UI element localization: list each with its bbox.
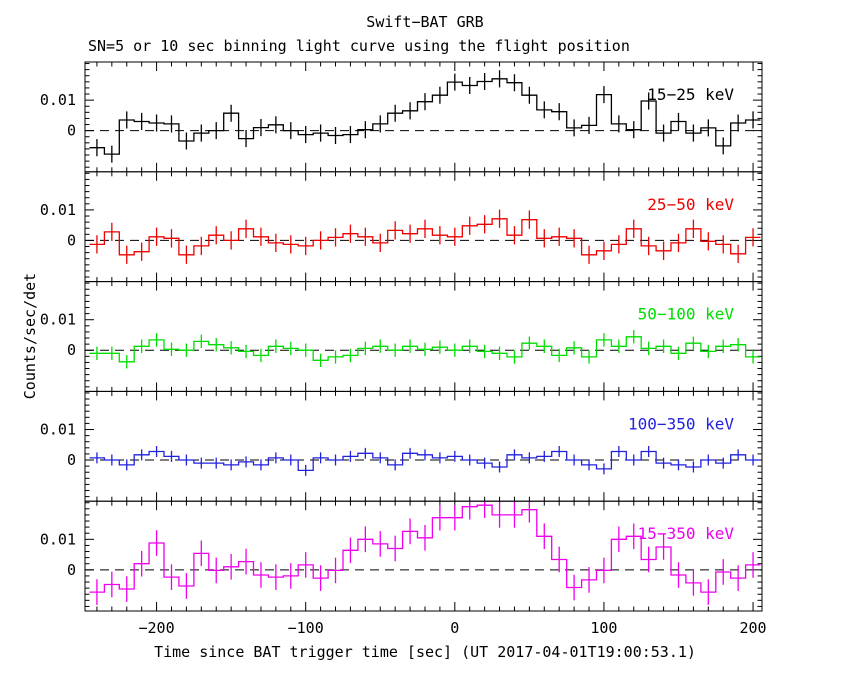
panel-frame — [84, 281, 763, 392]
band-label-4: 100−350 keV — [628, 414, 734, 433]
band-label-1: 15−25 keV — [647, 85, 734, 104]
x-tick-label: 200 — [740, 619, 767, 637]
x-tick-label: −200 — [139, 619, 175, 637]
y-tick-label: 0 — [67, 341, 76, 359]
y-tick-label: 0.01 — [40, 421, 76, 439]
band-label-3: 50−100 keV — [638, 305, 735, 324]
series-step-4 — [89, 450, 761, 472]
band-label-5: 15−350 keV — [638, 524, 735, 543]
chart-subtitle: SN=5 or 10 sec binning light curve using… — [88, 37, 630, 55]
panel-frame — [84, 61, 763, 173]
y-tick-label: 0.01 — [40, 311, 76, 329]
y-tick-label: 0 — [67, 122, 76, 140]
y-tick-label: 0 — [67, 451, 76, 469]
panel-frame — [84, 390, 763, 502]
x-axis-label: Time since BAT trigger time [sec] (UT 20… — [154, 643, 696, 661]
y-tick-label: 0.01 — [40, 91, 76, 109]
y-tick-label: 0.01 — [40, 530, 76, 548]
panel-frame — [84, 171, 763, 283]
panel-frame — [84, 500, 763, 612]
y-tick-label: 0 — [67, 231, 76, 249]
chart-title: Swift−BAT GRB — [366, 13, 484, 31]
x-tick-label: 100 — [590, 619, 617, 637]
y-tick-label: 0 — [67, 561, 76, 579]
band-label-2: 25−50 keV — [647, 195, 734, 214]
x-tick-label: −100 — [288, 619, 324, 637]
x-tick-label: 0 — [450, 619, 459, 637]
series-step-3 — [89, 336, 761, 363]
y-tick-label: 0.01 — [40, 201, 76, 219]
